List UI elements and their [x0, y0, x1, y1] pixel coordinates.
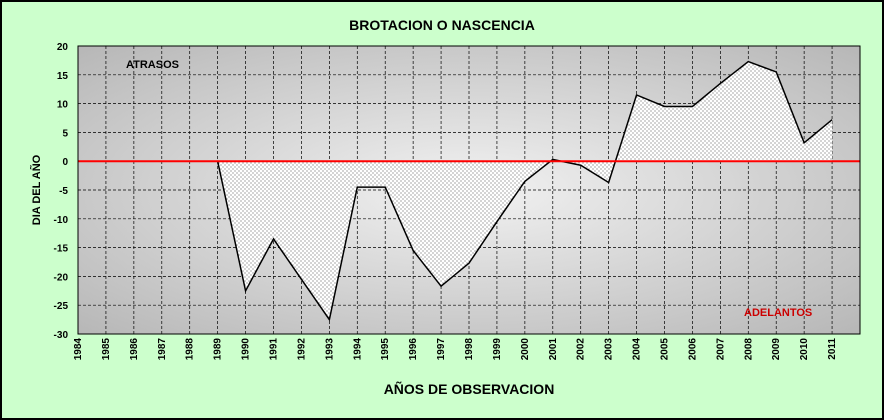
x-tick-label: 1996 — [408, 338, 419, 361]
x-tick-label: 2000 — [520, 338, 531, 361]
x-tick-label: 1991 — [269, 338, 280, 361]
chart-title: BROTACION O NASCENCIA — [349, 17, 535, 33]
x-tick-label: 2005 — [660, 338, 671, 361]
y-tick-label: 20 — [57, 42, 69, 53]
x-tick-label: 1989 — [213, 338, 224, 361]
y-tick-label: -10 — [54, 215, 69, 226]
x-tick-label: 1986 — [129, 338, 140, 361]
x-tick-label: 1999 — [492, 338, 503, 361]
x-tick-label: 2008 — [743, 338, 754, 361]
plot-border — [77, 45, 861, 335]
x-tick-label: 2004 — [632, 338, 643, 361]
y-tick-label: 0 — [62, 157, 68, 168]
y-axis-title: DIA DEL AÑO — [30, 154, 43, 225]
series-line — [216, 60, 833, 322]
y-tick-label: 10 — [57, 100, 69, 111]
y-tick-label: 15 — [57, 71, 69, 82]
x-tick-label: 1987 — [157, 338, 168, 361]
y-tick-label: -25 — [54, 301, 69, 312]
x-tick-label: 1984 — [73, 338, 84, 361]
series-area — [217, 61, 833, 320]
y-tick-label: -20 — [54, 272, 69, 283]
x-tick-label: 2001 — [548, 338, 559, 361]
x-tick-label: 1997 — [436, 338, 447, 361]
x-tick-label: 1988 — [185, 338, 196, 361]
y-tick-label: -30 — [54, 330, 69, 341]
x-tick-label: 2010 — [799, 338, 810, 361]
x-tick-label: 2011 — [827, 338, 838, 360]
x-tick-label: 2007 — [715, 338, 726, 361]
y-tick-label: -15 — [54, 244, 69, 255]
y-tick-label: -5 — [59, 186, 68, 197]
x-tick-label: 1994 — [352, 338, 363, 361]
area-layer — [77, 45, 861, 335]
y-tick-label: 5 — [62, 128, 68, 139]
x-tick-label: 1995 — [380, 338, 391, 361]
annotation-atrasos: ATRASOS — [126, 59, 179, 71]
x-tick-label: 1985 — [101, 338, 112, 361]
x-tick-label: 2003 — [604, 338, 615, 361]
x-tick-label: 2006 — [687, 338, 698, 361]
y-tick-labels: 20 15 10 5 0 -5 -10 -15 -20 -25 -30 — [54, 42, 69, 341]
x-tick-label: 1992 — [296, 338, 307, 361]
x-tick-label: 2002 — [576, 338, 587, 361]
x-tick-label: 2009 — [771, 338, 782, 361]
x-tick-label: 1998 — [464, 338, 475, 361]
annotation-adelantos: ADELANTOS — [744, 307, 812, 319]
x-tick-label: 1993 — [324, 338, 335, 361]
x-tick-labels: 1984 1985 1986 1987 1988 1989 1990 1991 1992 1993… — [73, 338, 838, 361]
x-axis-title: AÑOS DE OBSERVACION — [384, 380, 555, 397]
x-tick-label: 1990 — [241, 338, 252, 361]
